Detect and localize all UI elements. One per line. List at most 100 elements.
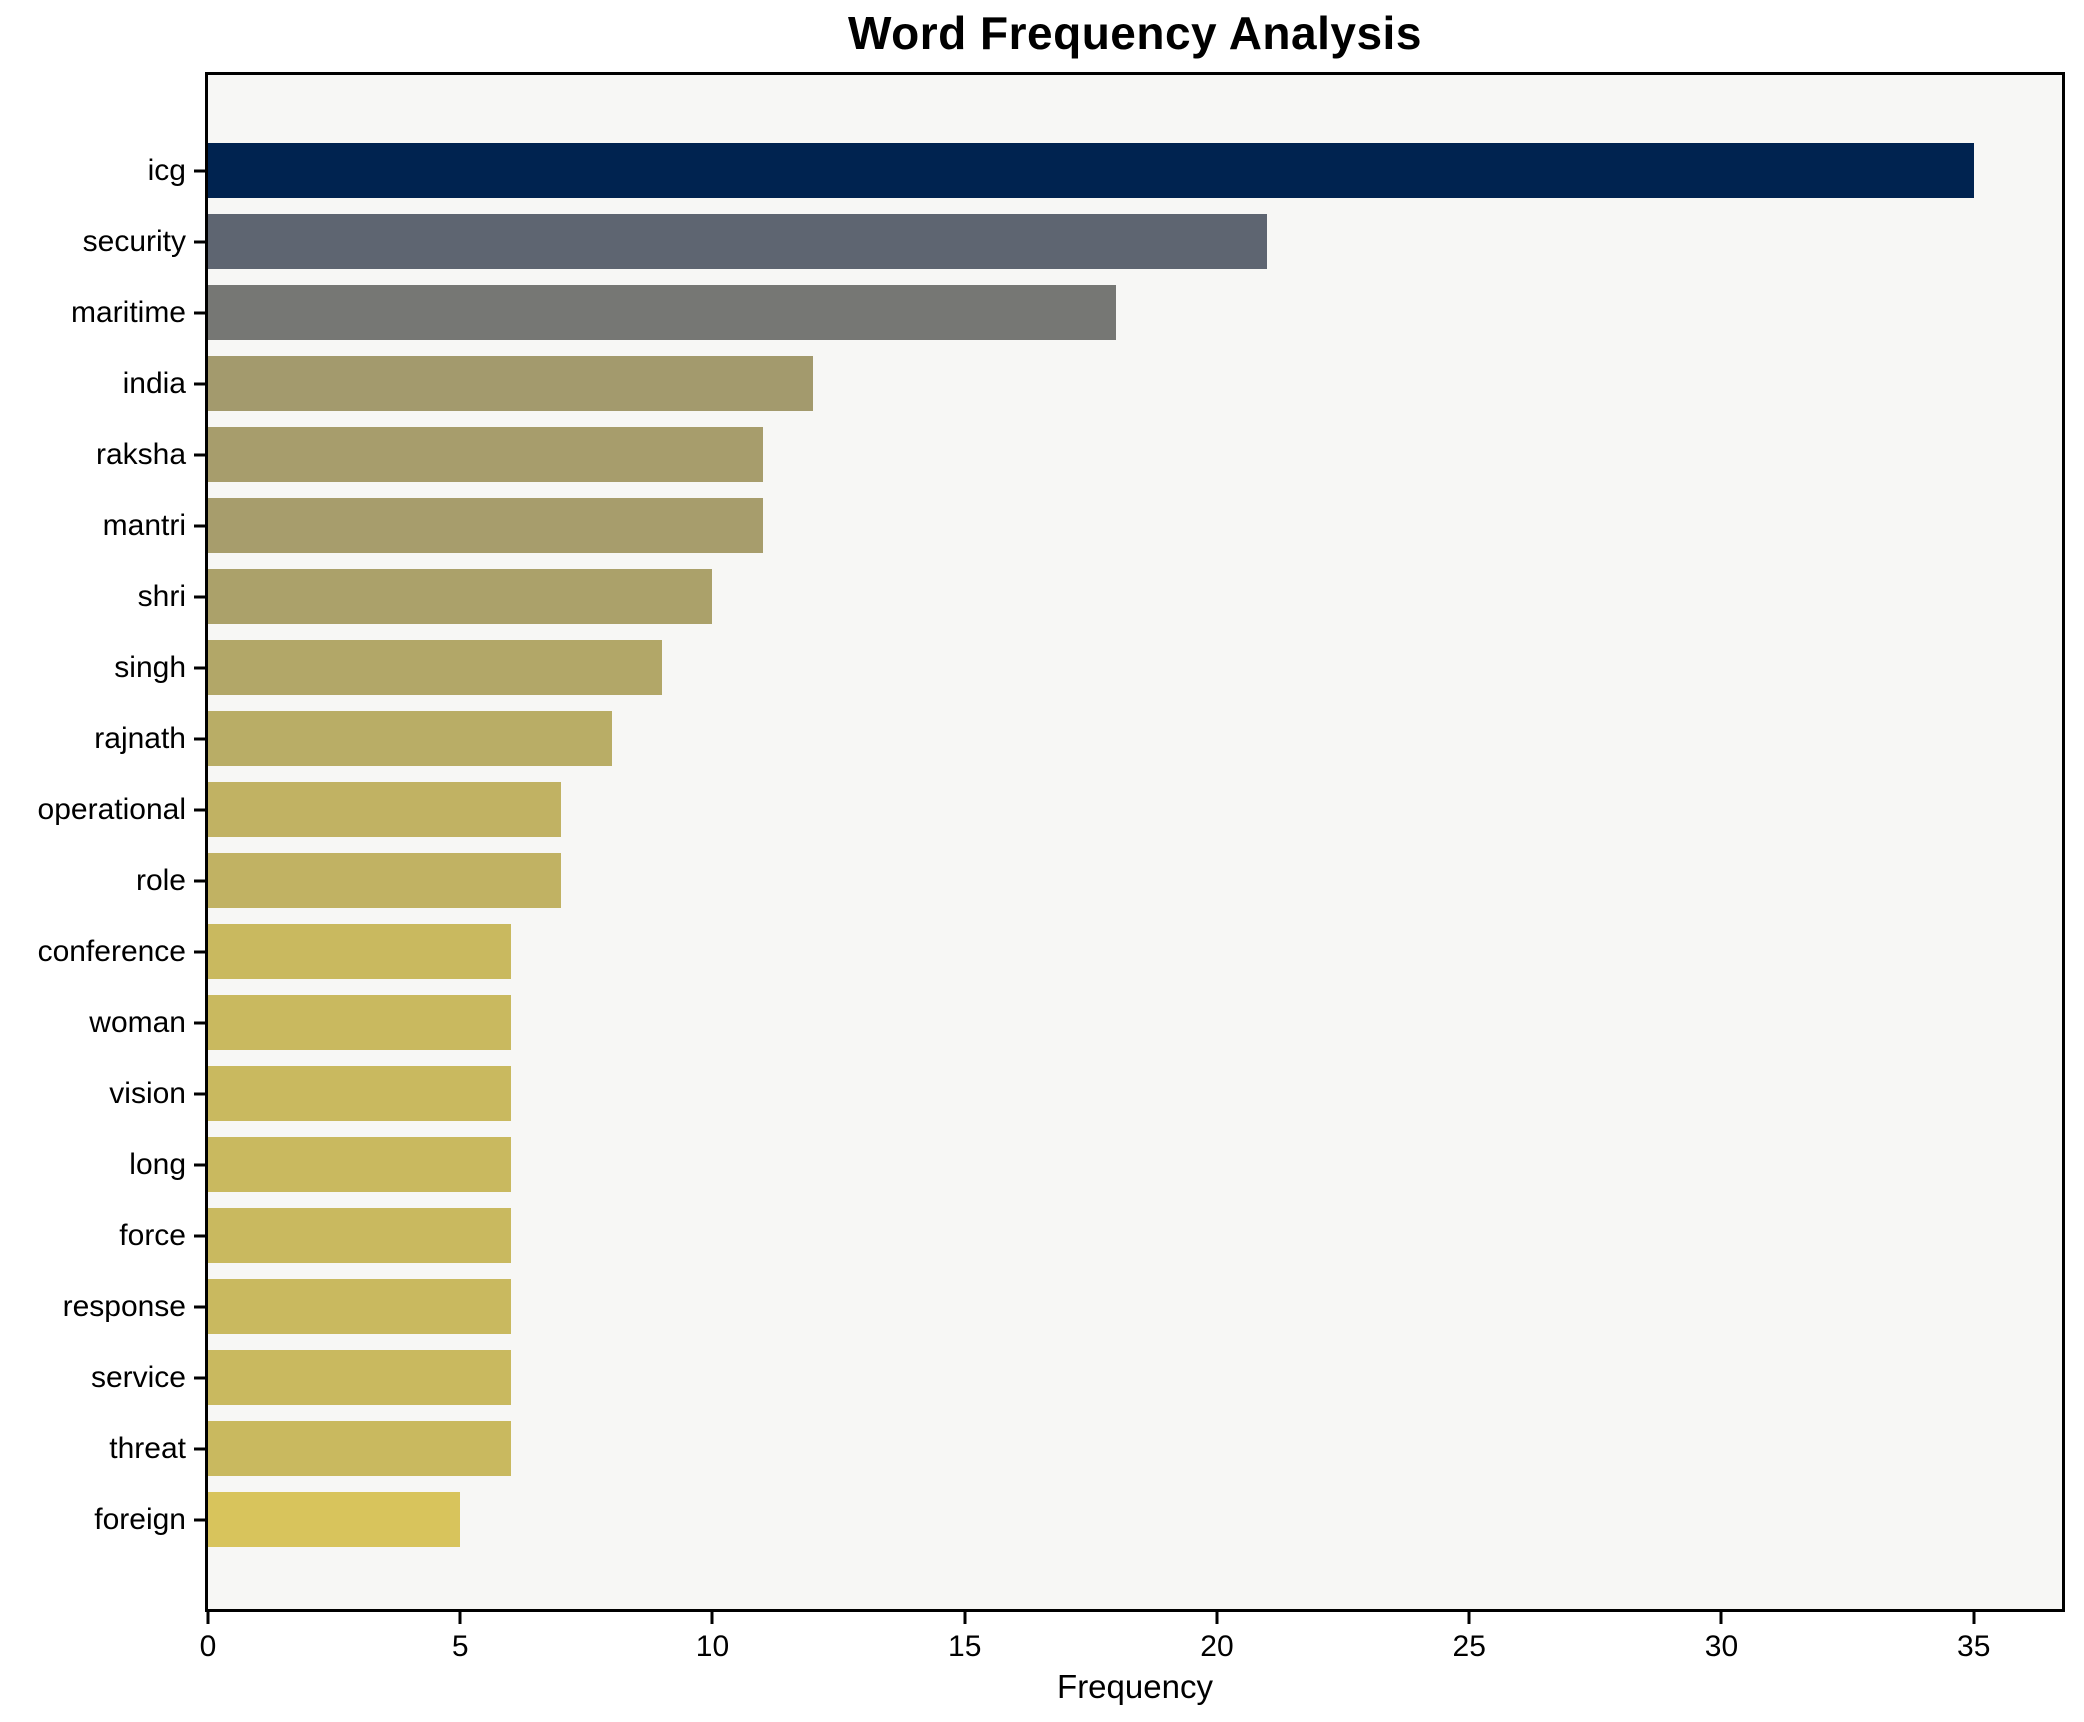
bar-force [208,1208,511,1263]
x-tick [963,1612,967,1624]
bar-row [208,1058,2062,1129]
bar-response [208,1279,511,1334]
y-tick [194,1021,205,1024]
bar-row [208,1342,2062,1413]
x-tick-label: 10 [695,1630,730,1663]
bar-row [208,987,2062,1058]
y-tick [194,737,205,740]
y-tick [194,1234,205,1237]
bar-maritime [208,285,1117,340]
x-tick [1719,1612,1723,1624]
y-tick [194,1092,205,1095]
bar-row [208,1413,2062,1484]
bar-row [208,916,2062,987]
y-tick-label: woman [89,1005,186,1039]
x-tick [1467,1612,1471,1624]
y-tick [194,950,205,953]
x-tick [1972,1612,1976,1624]
y-tick-label: shri [137,579,186,613]
bar-singh [208,640,663,695]
y-tick [194,382,205,385]
x-tick-label: 30 [1704,1630,1739,1663]
y-tick [194,1447,205,1450]
y-tick [194,1376,205,1379]
y-tick-label: maritime [70,295,186,329]
x-tick [458,1612,462,1624]
y-tick [194,1163,205,1166]
bar-row [208,1200,2062,1271]
y-tick-label: foreign [94,1502,186,1536]
bar-row [208,1129,2062,1200]
bar-role [208,853,562,908]
bar-shri [208,569,713,624]
y-tick-label: threat [109,1431,186,1465]
y-tick-label: response [62,1289,186,1323]
x-tick-label: 0 [199,1630,217,1663]
bar-row [208,419,2062,490]
y-tick-label: security [82,224,186,258]
bar-service [208,1350,511,1405]
bar-conference [208,924,511,979]
bar-threat [208,1421,511,1476]
y-tick-label: force [119,1218,186,1252]
bar-row [208,774,2062,845]
y-tick-label: service [90,1360,186,1394]
y-tick [194,311,205,314]
bars-container [208,135,2062,1555]
plot-area [205,72,2065,1612]
bar-row [208,561,2062,632]
bar-row [208,632,2062,703]
y-tick [194,1305,205,1308]
bar-woman [208,995,511,1050]
y-tick [194,666,205,669]
y-tick [194,808,205,811]
x-tick-label: 25 [1452,1630,1486,1663]
x-tick-label: 15 [948,1630,982,1663]
y-tick [194,169,205,172]
bar-row [208,348,2062,419]
bar-row [208,703,2062,774]
bar-row [208,206,2062,277]
y-tick-label: raksha [95,437,186,471]
y-tick-label: icg [147,153,186,187]
x-tick-label: 35 [1957,1630,1991,1663]
x-tick [710,1612,714,1624]
bar-operational [208,782,562,837]
x-tick [1215,1612,1219,1624]
bar-foreign [208,1492,461,1547]
y-tick-label: india [122,366,186,400]
y-tick [194,595,205,598]
bar-row [208,845,2062,916]
chart-title: Word Frequency Analysis [848,7,1422,59]
y-tick-label: rajnath [94,721,186,755]
bar-mantri [208,498,763,553]
bar-long [208,1137,511,1192]
y-tick-label: operational [37,792,186,826]
y-tick-label: role [135,863,186,897]
bar-row [208,277,2062,348]
y-tick [194,879,205,882]
bar-raksha [208,427,763,482]
y-tick [194,240,205,243]
y-tick [194,1518,205,1521]
bar-security [208,214,1268,269]
x-tick [206,1612,210,1624]
y-tick [194,524,205,527]
y-tick-label: singh [114,650,186,684]
bar-row [208,135,2062,206]
bar-row [208,1484,2062,1555]
bar-india [208,356,814,411]
y-tick [194,453,205,456]
bar-row [208,490,2062,561]
bar-vision [208,1066,511,1121]
x-tick-label: 5 [451,1630,469,1663]
x-tick-label: 20 [1200,1630,1234,1663]
x-axis-label: Frequency [1057,1668,1213,1705]
y-tick-label: mantri [102,508,186,542]
y-tick-label: long [129,1147,186,1181]
y-tick-label: vision [109,1076,186,1110]
bar-row [208,1271,2062,1342]
y-tick-label: conference [37,934,186,968]
bar-rajnath [208,711,612,766]
